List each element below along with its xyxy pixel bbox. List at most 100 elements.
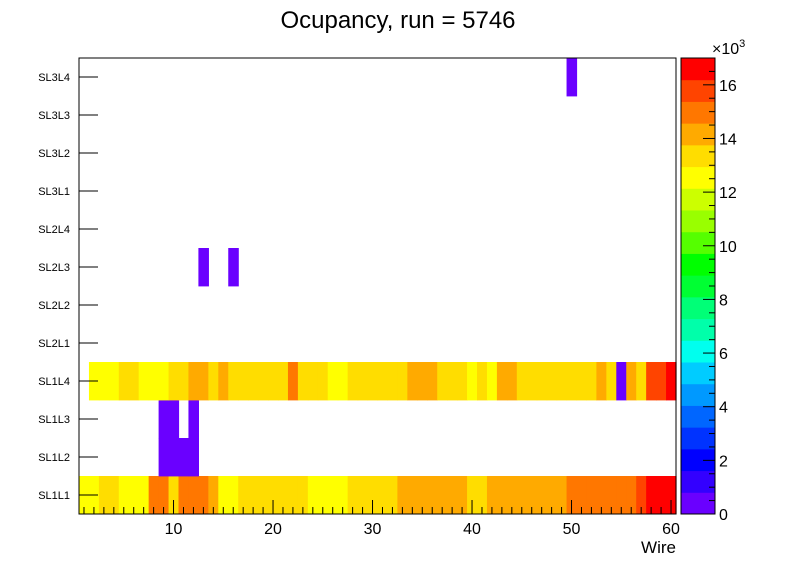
z-tick-label: 0 (719, 507, 728, 524)
heatmap-cell (228, 362, 239, 401)
color-scale-segment (681, 210, 715, 233)
heatmap-cell (397, 362, 408, 401)
color-scale-segment (681, 144, 715, 168)
heatmap-cell (98, 476, 110, 515)
plot-frame (78, 57, 677, 515)
heatmap-cell (218, 362, 229, 401)
y-tick-label: SL3L3 (38, 110, 70, 122)
heatmap-cell (268, 476, 279, 515)
heatmap-cells (79, 58, 677, 515)
z-tick-label: 12 (719, 185, 737, 202)
z-tick-label: 10 (719, 239, 737, 256)
z-tick-label: 14 (719, 131, 737, 148)
heatmap-cell (516, 362, 528, 401)
heatmap-cell (566, 476, 578, 515)
heatmap-cell (287, 362, 299, 401)
heatmap-cell (586, 476, 597, 515)
heatmap-cell (417, 362, 428, 401)
heatmap-cell (108, 362, 120, 401)
heatmap-cell (576, 362, 588, 401)
heatmap-cell (367, 362, 379, 401)
z-tick-label: 16 (719, 78, 737, 95)
color-scale-segment (681, 123, 715, 146)
z-tick-label: 2 (719, 453, 728, 470)
x-axis-label: Wire (641, 538, 676, 557)
heatmap-cell (666, 476, 677, 515)
color-scale-segment (681, 101, 715, 124)
color-scale-segment (681, 166, 715, 189)
y-tick-label: SL1L2 (38, 452, 70, 464)
heatmap-cell (208, 476, 219, 515)
heatmap-cell (516, 476, 528, 515)
heatmap-cell (556, 476, 568, 515)
heatmap-cell (407, 362, 418, 401)
heatmap-cell (646, 362, 657, 401)
heatmap-cell (327, 362, 339, 401)
heatmap-cell (546, 476, 558, 515)
heatmap-cell (606, 476, 617, 515)
color-scale-segment (681, 296, 715, 320)
heatmap-cell (457, 362, 468, 401)
heatmap-cell (198, 476, 209, 515)
heatmap-cell (616, 362, 627, 401)
heatmap-cell (188, 400, 199, 439)
heatmap-cell (586, 362, 597, 401)
color-scale: 0 2 4 6 8 10 12 14 16 (680, 57, 737, 524)
heatmap-cell (417, 476, 428, 515)
heatmap-cell (457, 476, 468, 515)
heatmap-cell (158, 476, 170, 515)
heatmap-cell (248, 362, 259, 401)
y-tick-label: SL2L2 (38, 300, 70, 312)
color-scale-exponent-base: ×10 (712, 41, 739, 58)
heatmap-cell (367, 476, 379, 515)
heatmap-cell (377, 476, 389, 515)
heatmap-cell (636, 476, 647, 515)
heatmap-cell (178, 438, 190, 477)
heatmap-cell (258, 476, 269, 515)
heatmap-cell (98, 362, 110, 401)
heatmap-cell (168, 362, 180, 401)
heatmap-cell (566, 362, 578, 401)
heatmap-cell (437, 362, 448, 401)
heatmap-cell (168, 438, 180, 477)
heatmap-cell (397, 476, 408, 515)
heatmap-cell (148, 476, 160, 515)
heatmap-cell (526, 476, 538, 515)
color-scale-segment (681, 470, 715, 493)
heatmap-cell (496, 476, 508, 515)
heatmap-cell (377, 362, 389, 401)
heatmap-cell (268, 362, 279, 401)
heatmap-cell (118, 476, 130, 515)
heatmap-cell (168, 476, 180, 515)
y-tick-label: SL2L3 (38, 262, 70, 274)
heatmap-cell (248, 476, 259, 515)
heatmap-cell (138, 476, 150, 515)
y-tick-label: SL2L1 (38, 338, 70, 350)
heatmap-cell (486, 362, 498, 401)
heatmap-cell (626, 476, 637, 515)
heatmap-cell (486, 476, 498, 515)
heatmap-cell (437, 476, 448, 515)
x-tick-label: 50 (563, 521, 581, 538)
heatmap-cell (347, 476, 359, 515)
heatmap-cell (506, 476, 518, 515)
color-scale-segment (681, 448, 715, 472)
y-tick-label: SL3L2 (38, 148, 70, 160)
heatmap-cell (467, 476, 478, 515)
heatmap-cell (606, 362, 617, 401)
heatmap-cell (198, 248, 209, 287)
color-scale-segment (681, 405, 715, 428)
heatmap-cell (576, 476, 588, 515)
color-scale-segment (681, 275, 715, 298)
heatmap-cell (188, 476, 199, 515)
heatmap-cell (556, 362, 568, 401)
y-tick-label: SL1L1 (38, 490, 70, 502)
heatmap-cell (347, 362, 359, 401)
heatmap-cell (287, 476, 299, 515)
heatmap-cell (238, 476, 249, 515)
heatmap-cell (337, 476, 349, 515)
heatmap-cell (596, 476, 607, 515)
x-axis: 10 20 30 40 50 60 (83, 500, 680, 538)
heatmap-cell (297, 476, 309, 515)
heatmap-cell (118, 362, 130, 401)
